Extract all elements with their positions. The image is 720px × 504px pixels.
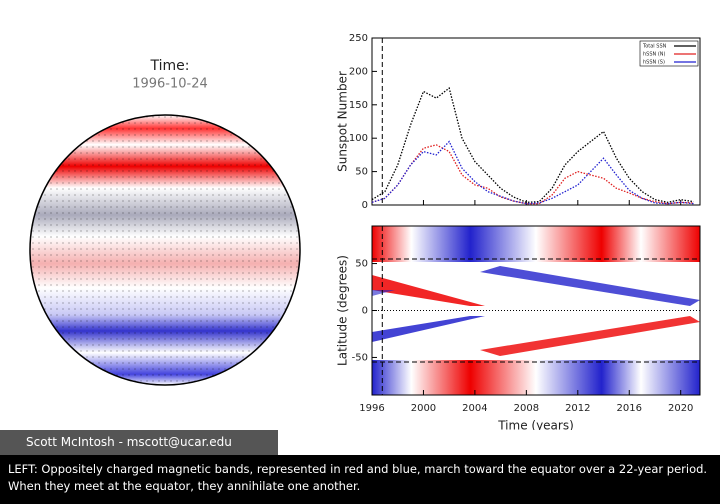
band (480, 316, 700, 356)
north-polar-field (372, 226, 700, 262)
x-tick-label: 2016 (617, 403, 642, 414)
plot-layer: 0 50 100 150 200 250 Sunspot Number Total SSN hS… (336, 33, 699, 430)
globe-outline (29, 114, 301, 386)
x-tick-label: 1996 (359, 403, 384, 414)
y-axis-label: Sunspot Number (336, 71, 350, 172)
x-tick-label: 2008 (514, 403, 539, 414)
x-tick-label: 2012 (565, 403, 590, 414)
south-polar-field (372, 360, 700, 395)
band (480, 266, 700, 306)
globe-title: Time: (150, 58, 190, 74)
y-tick-label: -50 (352, 352, 368, 363)
legend-label: hSSN (S) (643, 60, 665, 66)
y-tick-label: 50 (355, 167, 368, 178)
x-tick-label: 2004 (462, 403, 487, 414)
y-tick-label: 200 (349, 66, 368, 77)
y-tick-label: 0 (362, 306, 368, 317)
y-tick-label: 150 (349, 100, 368, 111)
series-line (371, 144, 694, 205)
y-tick-label: 100 (349, 133, 368, 144)
band (372, 275, 485, 306)
legend-label: Total SSN (642, 44, 667, 50)
figure: Time: 1996-10-24 0 50 100 150 200 250 Sunspot … (29, 33, 701, 430)
y-tick-label: 250 (349, 33, 368, 44)
x-tick-label: 2000 (411, 403, 436, 414)
y-tick-label: 50 (355, 259, 368, 270)
y-axis-label: Latitude (degrees) (336, 255, 350, 366)
legend-box (639, 40, 699, 67)
credit: Scott McIntosh - mscott@ucar.edu (0, 430, 278, 455)
series-line (371, 86, 694, 203)
heatmap (372, 226, 700, 395)
caption: LEFT: Oppositely charged magnetic bands,… (0, 455, 720, 504)
y-tick-label: 0 (362, 200, 368, 211)
globe-date: 1996-10-24 (132, 77, 208, 92)
globe-grid (30, 115, 300, 385)
band (372, 316, 485, 342)
x-axis-label: Time (years) (497, 419, 574, 431)
top-axes (371, 37, 701, 206)
legend-label: hSSN (N) (643, 52, 666, 58)
x-tick-label: 2020 (668, 403, 693, 414)
series-line (371, 140, 694, 205)
band (372, 290, 395, 296)
